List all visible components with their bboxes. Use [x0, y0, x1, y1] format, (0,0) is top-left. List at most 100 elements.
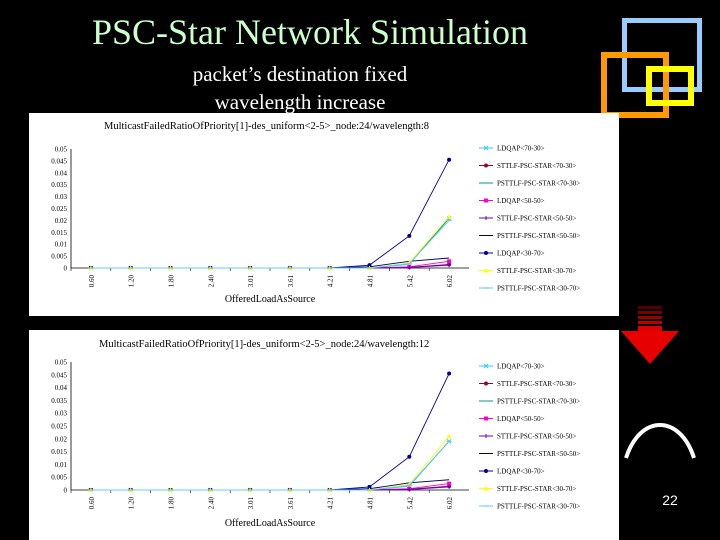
x-tick-label: 6.02	[446, 497, 454, 510]
y-tick-label: 0.005	[51, 253, 67, 261]
series-group	[88, 371, 452, 492]
x-tick-label: 1.20	[128, 275, 136, 288]
x-tick-label: 4.21	[327, 497, 335, 510]
x-tick-label: 3.61	[287, 497, 295, 510]
data-point	[447, 481, 452, 486]
arc-curve-icon	[624, 423, 696, 459]
series-group	[90, 479, 450, 491]
x-tick-label: 0.60	[88, 497, 96, 510]
legend-label: PSTTLF-PSC-STAR<70-30>	[497, 398, 580, 406]
legend-swatch-marker	[483, 363, 489, 369]
legend-label: STTLF-PSC-STAR<30-70>	[497, 267, 576, 275]
legend-label: STTLF-PSC-STAR<70-30>	[497, 380, 576, 388]
x-tick-label: 5.42	[406, 275, 414, 288]
data-point	[367, 263, 372, 268]
data-point	[447, 259, 452, 264]
legend-label: STTLF-PSC-STAR<70-30>	[497, 162, 576, 170]
data-point	[447, 157, 452, 162]
x-axis-label: OfferedLoadAsSource	[225, 518, 316, 529]
series-line	[90, 257, 450, 269]
page-number: 22	[662, 492, 678, 508]
series-group	[88, 440, 452, 491]
chart-panel-1: MulticastFailedRatioOfPriority[1]-des_un…	[29, 113, 619, 316]
series-group	[90, 257, 450, 269]
y-tick-label: 0.05	[55, 146, 68, 154]
legend-swatch-marker	[484, 416, 488, 421]
series-line	[90, 441, 450, 491]
data-point	[447, 484, 452, 489]
series-group	[90, 441, 450, 491]
x-tick-label: 0.60	[88, 275, 96, 288]
subtitle-line-2: wavelength increase	[214, 90, 386, 114]
legend-swatch-marker	[484, 163, 488, 168]
y-tick-label: 0.005	[51, 474, 67, 482]
legend-label: LDQAP<50-50>	[497, 415, 545, 423]
legend-label: LDQAP<30-70>	[497, 468, 545, 476]
data-point	[407, 487, 412, 492]
red-down-arrow-icon	[621, 306, 679, 364]
legend-label: PSTTLF-PSC-STAR<50-50>	[497, 232, 580, 240]
x-tick-label: 1.20	[128, 497, 136, 510]
legend-label: PSTTLF-PSC-STAR<30-70>	[497, 503, 580, 511]
data-point	[446, 433, 452, 439]
series-line	[90, 441, 450, 491]
legend-label: LDQAP<70-30>	[497, 363, 545, 371]
series-line	[90, 479, 450, 491]
x-tick-label: 1.80	[168, 497, 176, 510]
y-tick-label: 0.02	[55, 435, 68, 443]
legend-label: LDQAP<30-70>	[497, 250, 545, 258]
chart-title: MulticastFailedRatioOfPriority[1]-des_un…	[99, 339, 429, 350]
data-point	[407, 233, 412, 238]
series-group	[88, 157, 452, 270]
x-tick-label: 3.01	[247, 275, 255, 288]
legend-label: PSTTLF-PSC-STAR<50-50>	[497, 450, 580, 458]
slide-subtitle: packet’s destination fixed wavelength in…	[130, 60, 470, 116]
y-tick-label: 0.04	[55, 169, 68, 177]
y-tick-label: 0.03	[55, 410, 68, 418]
y-tick-label: 0.045	[51, 371, 67, 379]
legend-swatch-marker	[484, 251, 488, 255]
series-group	[88, 219, 452, 269]
subtitle-line-1: packet’s destination fixed	[192, 62, 408, 86]
y-tick-label: 0.02	[55, 217, 68, 225]
legend-label: LDQAP<50-50>	[497, 197, 545, 205]
data-point	[367, 484, 372, 489]
legend-swatch-marker	[484, 216, 488, 220]
series-line	[90, 435, 450, 491]
legend-label: LDQAP<70-30>	[497, 145, 545, 153]
y-tick-label: 0.03	[55, 193, 68, 201]
y-tick-label: 0.035	[51, 397, 67, 405]
series-group	[88, 214, 452, 270]
series-line	[90, 373, 450, 491]
y-tick-label: 0.025	[51, 423, 67, 431]
y-tick-label: 0.015	[51, 448, 67, 456]
legend-label: STTLF-PSC-STAR<50-50>	[497, 433, 576, 441]
legend-swatch-marker	[484, 469, 488, 473]
legend-swatch-marker	[484, 434, 488, 438]
series-line	[90, 216, 450, 269]
x-tick-label: 4.81	[367, 497, 375, 510]
series-line	[90, 441, 450, 491]
x-tick-label: 4.81	[367, 275, 375, 288]
legend-swatch-marker	[484, 381, 488, 386]
x-tick-label: 6.02	[446, 275, 454, 288]
legend-label: STTLF-PSC-STAR<30-70>	[497, 485, 576, 493]
data-point	[407, 454, 412, 459]
chart-1: MulticastFailedRatioOfPriority[1]-des_un…	[51, 121, 580, 305]
data-point	[447, 371, 452, 376]
data-point	[407, 265, 412, 270]
y-tick-label: 0.035	[51, 181, 67, 189]
legend-label: PSTTLF-PSC-STAR<30-70>	[497, 285, 580, 293]
chart-panel-2: MulticastFailedRatioOfPriority[1]-des_un…	[29, 330, 619, 540]
series-group	[88, 216, 452, 271]
y-tick-label: 0.025	[51, 205, 67, 213]
x-tick-label: 2.40	[207, 275, 215, 288]
series-line	[90, 220, 450, 269]
x-tick-label: 4.21	[327, 275, 335, 288]
deco-square-orange	[601, 52, 669, 118]
x-axis-label: OfferedLoadAsSource	[225, 294, 316, 305]
x-tick-label: 1.80	[168, 275, 176, 288]
x-tick-label: 3.01	[247, 497, 255, 510]
x-tick-label: 2.40	[207, 497, 215, 510]
